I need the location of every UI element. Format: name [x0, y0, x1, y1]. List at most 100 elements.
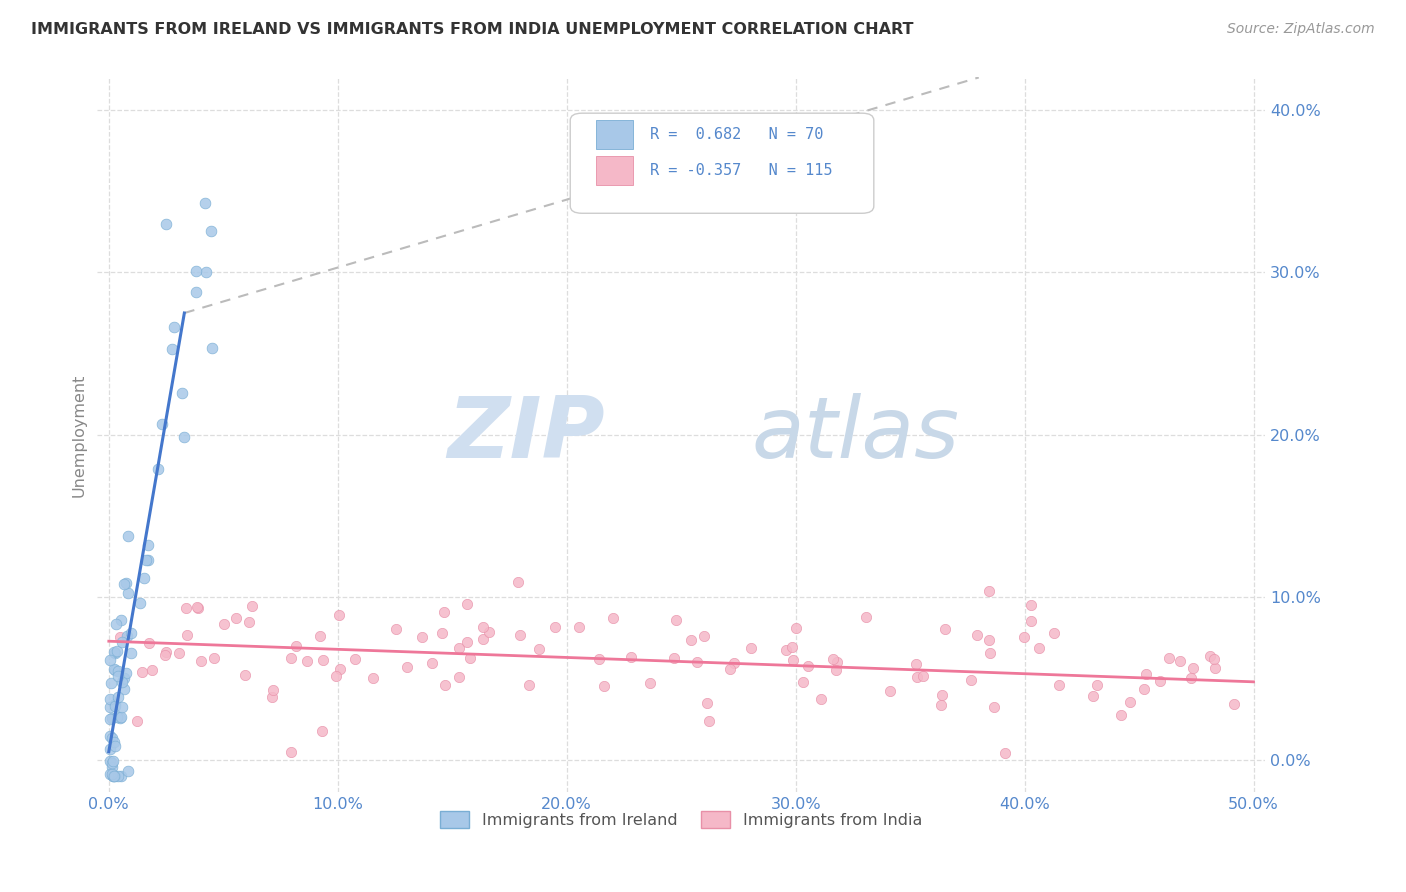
Point [447, 640, 470, 655]
Point [104, 699, 127, 714]
Point [141, 663, 163, 677]
Point [855, 610, 877, 624]
Point [117, 586, 139, 600]
Bar [596, 156, 633, 185]
Text: R = -0.357   N = 115: R = -0.357 N = 115 [650, 163, 832, 178]
Point [194, 196, 217, 211]
Point [260, 690, 283, 704]
Point [422, 656, 444, 670]
Point [98, 767, 121, 781]
Point [1149, 674, 1171, 689]
Point [827, 655, 849, 669]
Point [328, 607, 350, 622]
Point [1021, 599, 1043, 613]
Point [155, 217, 177, 231]
Point [775, 643, 797, 657]
Point [98, 700, 121, 714]
Legend: Immigrants from Ireland, Immigrants from India: Immigrants from Ireland, Immigrants from… [434, 805, 928, 834]
Point [509, 627, 531, 641]
Point [262, 683, 284, 698]
Point [825, 663, 848, 677]
Point [110, 634, 132, 648]
Y-axis label: Unemployment: Unemployment [72, 373, 86, 497]
Point [233, 668, 256, 682]
Point [456, 635, 478, 649]
Point [170, 385, 193, 400]
Point [114, 672, 136, 686]
Point [471, 620, 494, 634]
Point [311, 723, 333, 738]
Point [98, 730, 121, 744]
Point [602, 611, 624, 625]
Point [456, 598, 478, 612]
Point [187, 600, 209, 615]
Point [200, 224, 222, 238]
Point [280, 650, 302, 665]
Point [110, 613, 132, 627]
Point [312, 653, 335, 667]
Point [100, 731, 122, 745]
Point [114, 666, 136, 681]
Point [912, 669, 935, 683]
Point [186, 599, 208, 614]
Point [240, 599, 263, 614]
Point [184, 285, 207, 300]
Point [107, 769, 129, 783]
Point [662, 651, 685, 665]
Point [120, 626, 142, 640]
Point [308, 629, 330, 643]
Text: IMMIGRANTS FROM IRELAND VS IMMIGRANTS FROM INDIA UNEMPLOYMENT CORRELATION CHART: IMMIGRANTS FROM IRELAND VS IMMIGRANTS FR… [31, 22, 914, 37]
Point [120, 646, 142, 660]
Point [782, 652, 804, 666]
Point [1133, 682, 1156, 697]
Point [329, 663, 352, 677]
Point [103, 735, 125, 749]
Point [325, 669, 347, 683]
Point [934, 623, 956, 637]
Point [1047, 678, 1070, 692]
Point [100, 676, 122, 690]
Point [135, 553, 157, 567]
Point [979, 633, 1001, 648]
Point [723, 656, 745, 670]
Point [100, 759, 122, 773]
Point [343, 652, 366, 666]
Point [103, 769, 125, 783]
Point [107, 664, 129, 678]
Point [214, 616, 236, 631]
Point [568, 620, 591, 634]
Point [718, 662, 741, 676]
Point [620, 649, 643, 664]
Point [471, 632, 494, 646]
Point [101, 754, 124, 768]
Point [136, 552, 159, 566]
Point [994, 747, 1017, 761]
Point [190, 654, 212, 668]
Point [110, 710, 132, 724]
Text: ZIP: ZIP [447, 393, 605, 476]
Point [115, 575, 138, 590]
Point [638, 675, 661, 690]
FancyBboxPatch shape [571, 113, 873, 213]
Bar [596, 120, 633, 149]
Point [1043, 626, 1066, 640]
Point [907, 670, 929, 684]
Point [295, 655, 318, 669]
Point [665, 613, 688, 627]
Point [195, 265, 218, 279]
Point [100, 711, 122, 725]
Point [929, 698, 952, 712]
Point [1223, 697, 1246, 711]
Point [588, 652, 610, 666]
Point [98, 713, 121, 727]
Point [98, 653, 121, 667]
Point [1083, 690, 1105, 704]
Point [129, 596, 152, 610]
Point [983, 699, 1005, 714]
Point [153, 648, 176, 662]
Point [977, 584, 1000, 599]
Point [697, 714, 720, 728]
Point [797, 658, 820, 673]
Point [693, 629, 716, 643]
Point [879, 684, 901, 698]
